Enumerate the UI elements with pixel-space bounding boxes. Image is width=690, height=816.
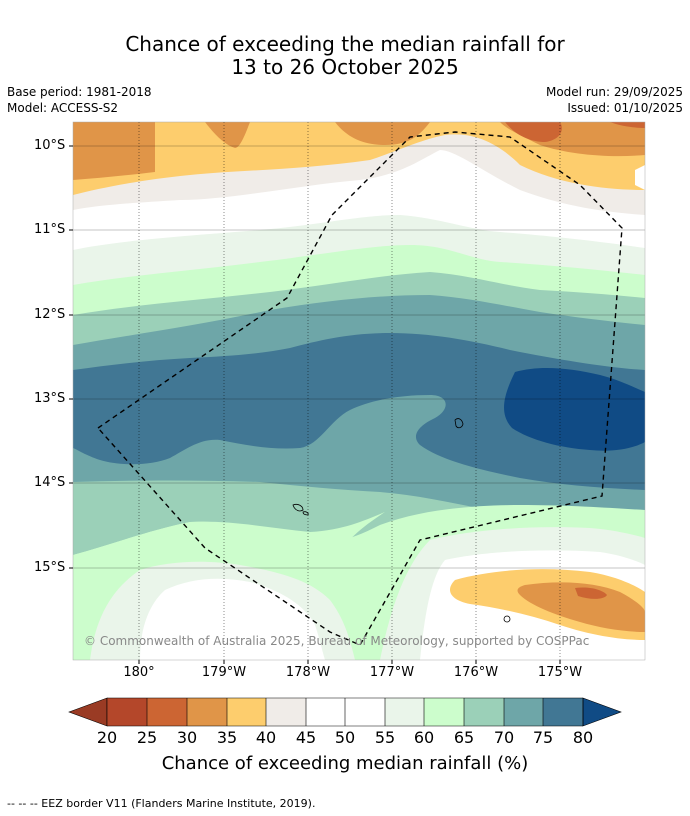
colorbar-tick-20: 20 bbox=[96, 728, 118, 747]
colorbar-tick-45: 45 bbox=[295, 728, 317, 747]
island-wallis bbox=[454, 418, 464, 429]
contour-fill bbox=[73, 122, 645, 660]
colorbar-tick-30: 30 bbox=[176, 728, 198, 747]
issued-date: Issued: 01/10/2025 bbox=[567, 101, 683, 115]
colorbar-bin-20-25 bbox=[107, 698, 147, 726]
lat-label-13s: 13°S bbox=[34, 391, 66, 406]
lat-label-14s: 14°S bbox=[34, 475, 66, 490]
colorbar-bin-40-45 bbox=[266, 698, 306, 726]
lat-label-10s: 10°S bbox=[34, 138, 66, 153]
colorbar-bin-30-35 bbox=[187, 698, 227, 726]
island-south bbox=[503, 615, 511, 623]
base-period: Base period: 1981-2018 bbox=[7, 85, 152, 99]
colorbar-bin-55-60 bbox=[385, 698, 424, 726]
eez-border bbox=[96, 131, 623, 646]
colorbar-bin-75-80 bbox=[543, 698, 583, 726]
lat-label-15s: 15°S bbox=[34, 560, 66, 575]
title-line-1: Chance of exceeding the median rainfall … bbox=[125, 32, 565, 56]
colorbar-tick-70: 70 bbox=[493, 728, 515, 747]
eez-footer-note: -- -- -- EEZ border V11 (Flanders Marine… bbox=[7, 797, 316, 810]
lon-label-179w: 179°W bbox=[201, 665, 247, 680]
colorbar-tick-80: 80 bbox=[572, 728, 594, 747]
colorbar-tick-60: 60 bbox=[413, 728, 435, 747]
lon-label-178w: 178°W bbox=[285, 665, 331, 680]
colorbar-tick-40: 40 bbox=[255, 728, 277, 747]
colorbar-title: Chance of exceeding median rainfall (%) bbox=[161, 753, 529, 774]
map-frame bbox=[72, 121, 646, 661]
lon-label-180: 180° bbox=[123, 665, 155, 680]
colorbar-bin-50-55 bbox=[345, 698, 385, 726]
lon-label-175w: 175°W bbox=[537, 665, 583, 680]
lat-label-11s: 11°S bbox=[34, 222, 66, 237]
model-run: Model run: 29/09/2025 bbox=[545, 85, 683, 99]
copyright-notice: © Commonwealth of Australia 2025, Bureau… bbox=[84, 634, 590, 648]
title-line-2: 13 to 26 October 2025 bbox=[231, 55, 459, 79]
colorbar-tick-50: 50 bbox=[334, 728, 356, 747]
colorbar-tick-55: 55 bbox=[374, 728, 396, 747]
lat-label-12s: 12°S bbox=[34, 307, 66, 322]
colorbar-bin-45-50 bbox=[306, 698, 345, 726]
model-name: Model: ACCESS-S2 bbox=[7, 101, 119, 115]
colorbar bbox=[68, 697, 622, 727]
colorbar-bin-70-75 bbox=[504, 698, 543, 726]
colorbar-bin-60-65 bbox=[424, 698, 464, 726]
colorbar-tick-25: 25 bbox=[136, 728, 158, 747]
colorbar-tick-65: 65 bbox=[453, 728, 475, 747]
island-futuna bbox=[292, 503, 304, 512]
colorbar-bin-35-40 bbox=[227, 698, 266, 726]
axis-ticks bbox=[69, 145, 561, 664]
colorbar-tick-35: 35 bbox=[216, 728, 238, 747]
colorbar-arrow-high bbox=[582, 697, 622, 727]
colorbar-bin-65-70 bbox=[464, 698, 504, 726]
colorbar-tick-75: 75 bbox=[532, 728, 554, 747]
lat-lines bbox=[73, 145, 645, 569]
lon-label-177w: 177°W bbox=[369, 665, 415, 680]
island-alofi bbox=[302, 511, 309, 516]
colorbar-arrow-low bbox=[68, 697, 108, 727]
colorbar-bin-25-30 bbox=[147, 698, 187, 726]
lon-label-176w: 176°W bbox=[453, 665, 499, 680]
